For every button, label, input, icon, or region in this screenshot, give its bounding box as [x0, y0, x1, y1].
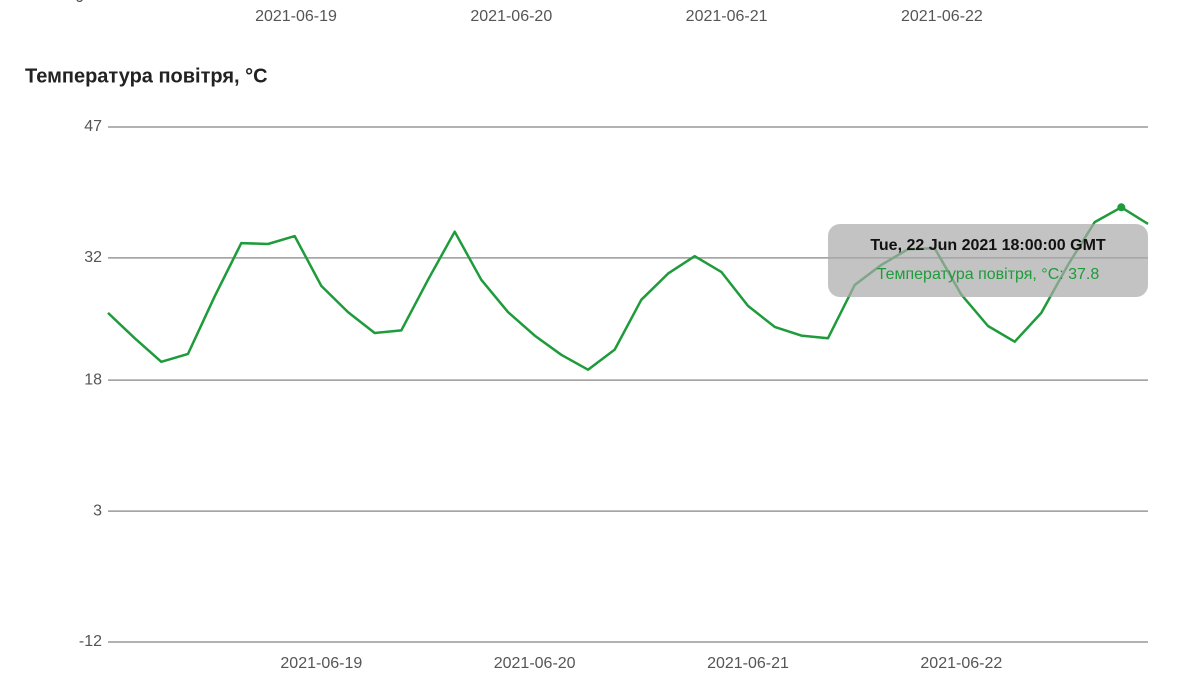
tooltip-header: Tue, 22 Jun 2021 18:00:00 GMT: [870, 237, 1106, 254]
y-tick-label: 0: [75, 0, 84, 6]
y-tick-label: 32: [84, 249, 102, 266]
x-tick-label: 2021-06-22: [901, 8, 983, 25]
x-tick-label: 2021-06-20: [470, 8, 552, 25]
y-tick-label: 18: [84, 371, 102, 388]
tooltip-box: [828, 224, 1148, 297]
x-tick-label: 2021-06-21: [686, 8, 768, 25]
x-tick-label: 2021-06-21: [707, 655, 789, 672]
y-tick-label: 47: [84, 118, 102, 135]
x-tick-label: 2021-06-19: [255, 8, 337, 25]
tooltip-label: Температура повітря, °C: 37.8: [877, 266, 1100, 283]
x-tick-label: 2021-06-20: [494, 655, 576, 672]
y-tick-label: 3: [93, 502, 102, 519]
x-tick-label: 2021-06-19: [280, 655, 362, 672]
x-tick-label: 2021-06-22: [920, 655, 1002, 672]
hover-point: [1117, 203, 1126, 212]
y-tick-label: -12: [79, 633, 102, 650]
data-line: [107, 206, 1149, 371]
chart-title: Температура повітря, °C: [25, 65, 268, 87]
